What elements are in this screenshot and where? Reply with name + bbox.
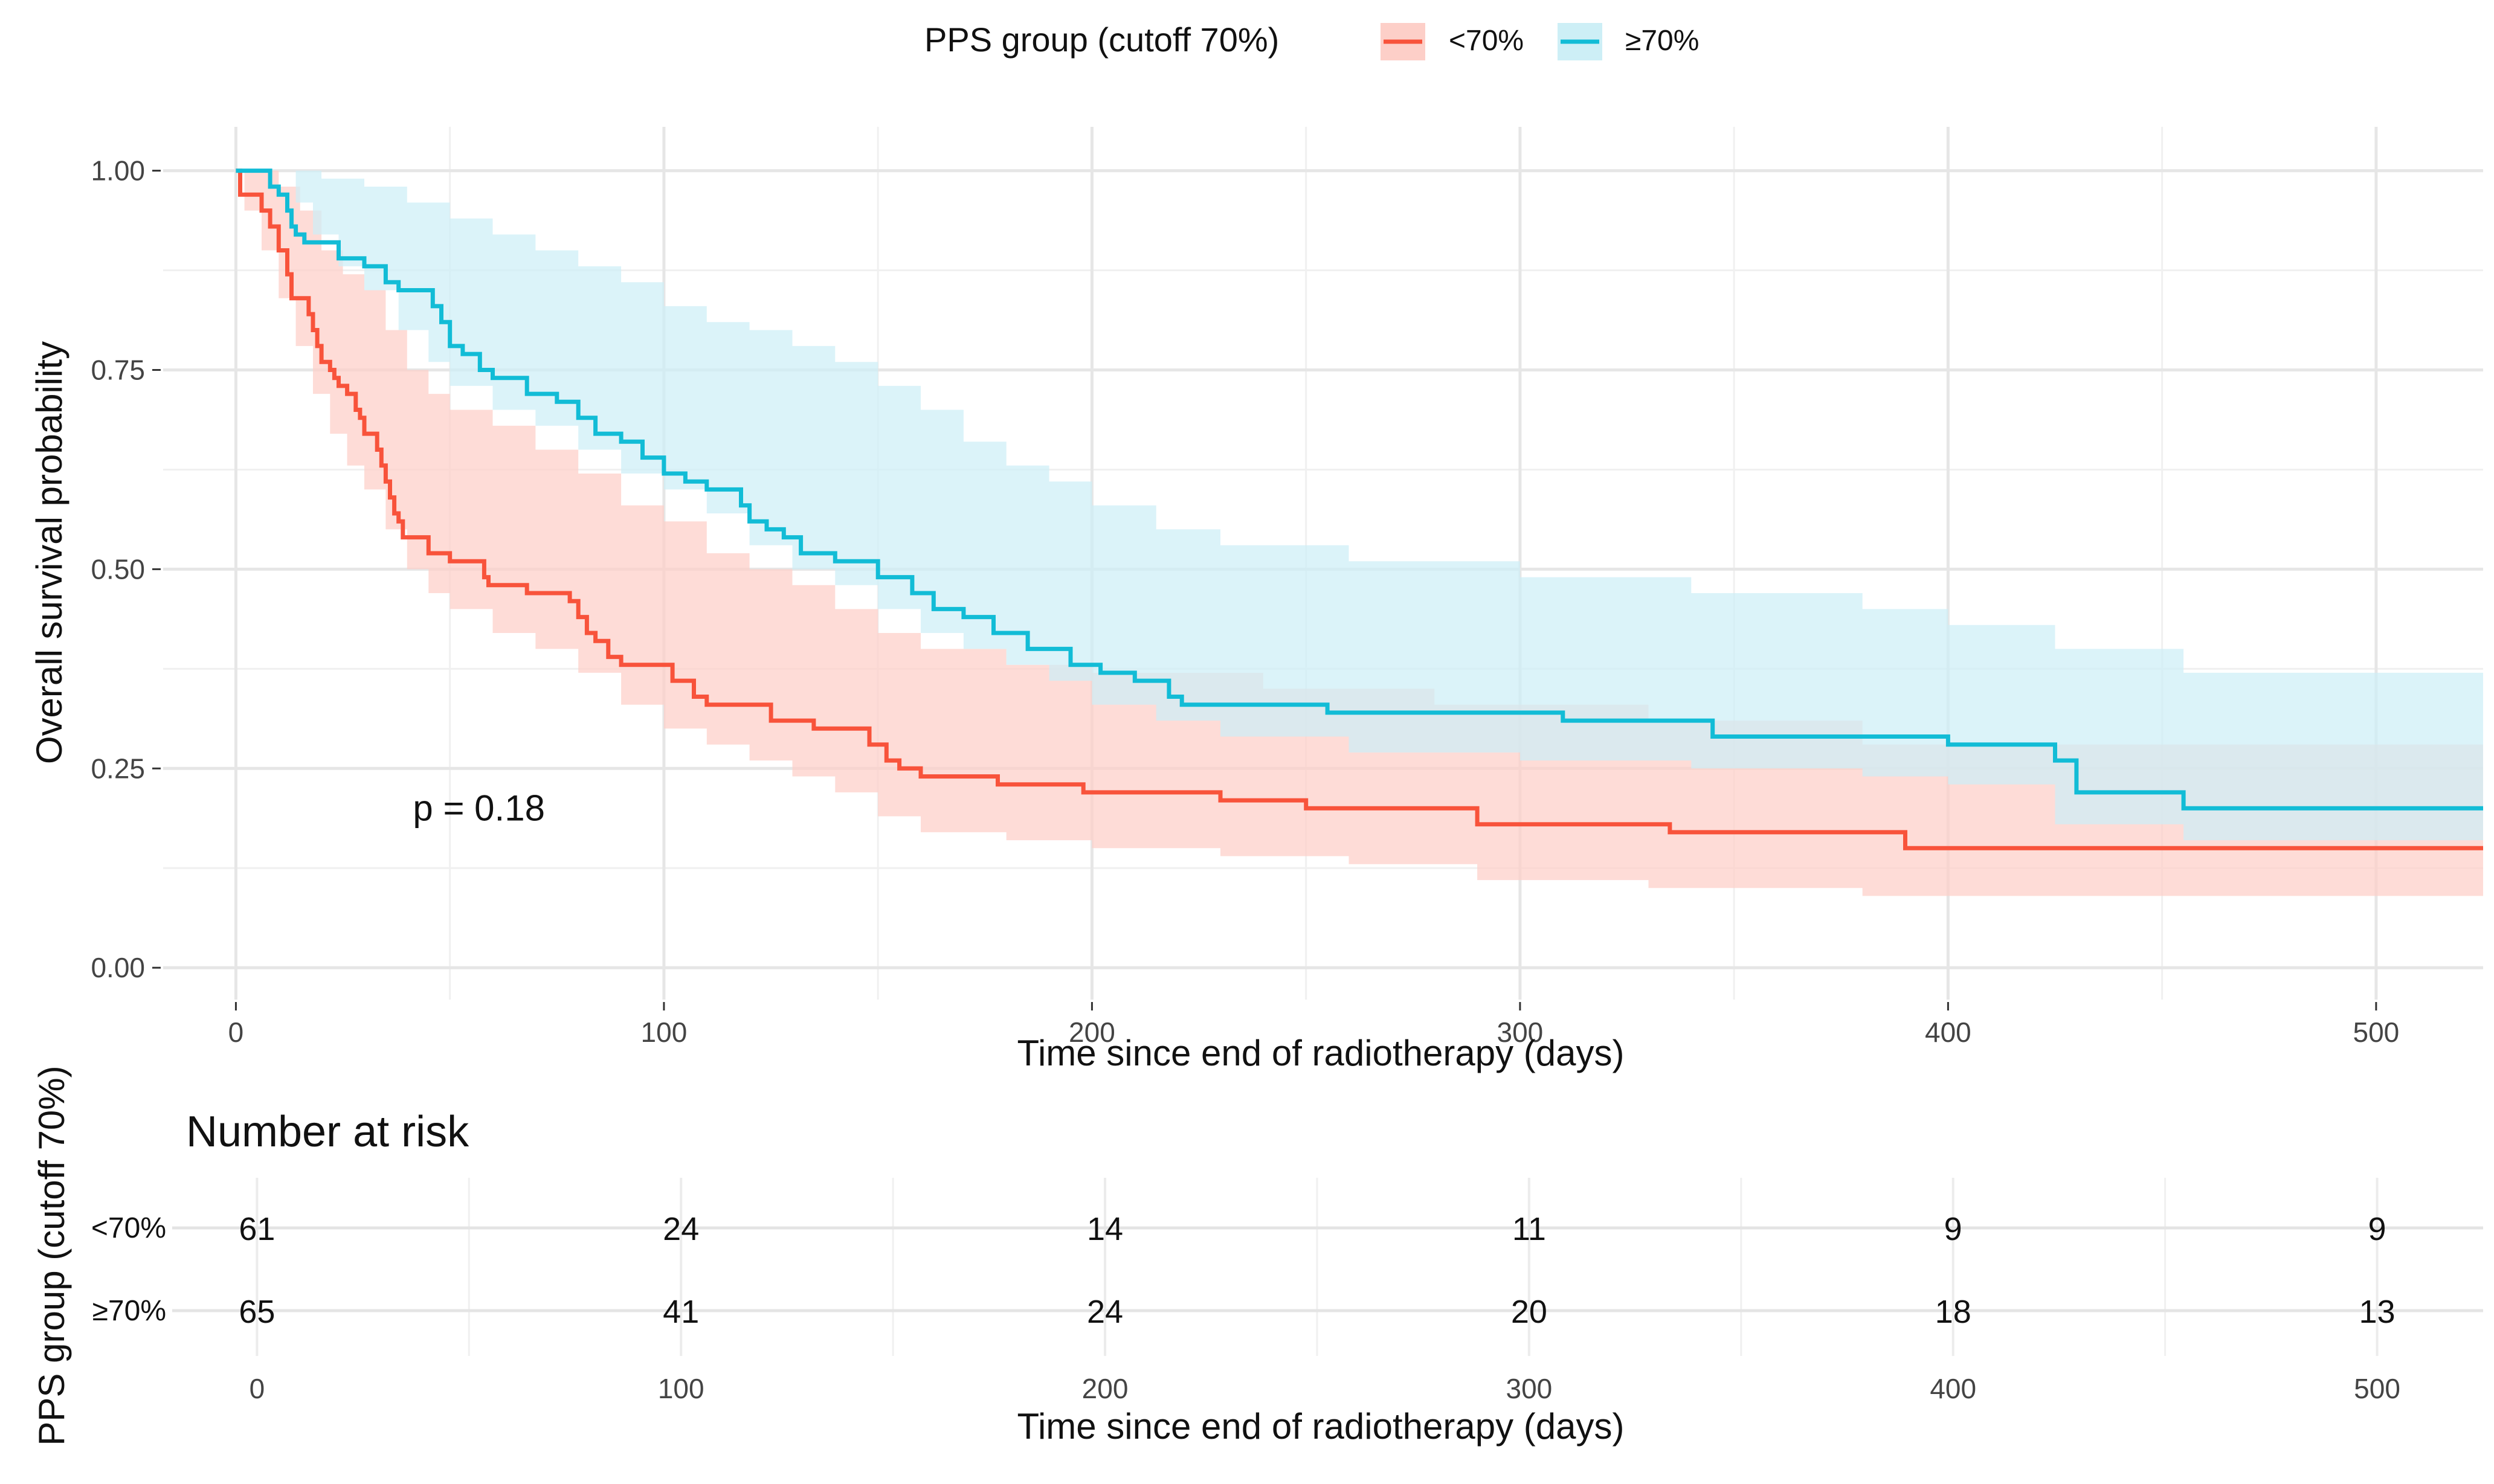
survival-curves (236, 169, 2483, 850)
risk-x-tick-label: 0 (250, 1373, 265, 1404)
risk-x-tick-label: 200 (1082, 1373, 1129, 1404)
risk-count: 41 (663, 1294, 699, 1330)
risk-table: Number at risk <70% ≥70% 61 24 14 11 9 9… (31, 1065, 2483, 1447)
risk-count: 13 (2359, 1294, 2396, 1330)
risk-x-tick-label: 400 (1930, 1373, 1976, 1404)
risk-count: 18 (1935, 1294, 1971, 1330)
x-axis-title: Time since end of radiotherapy (days) (1017, 1033, 1625, 1073)
y-axis-ticks: 0.00 0.25 0.50 0.75 1.00 (91, 155, 145, 984)
risk-x-tick-label: 500 (2354, 1373, 2400, 1404)
confidence-band-ge70 (236, 170, 2484, 864)
legend: PPS group (cutoff 70%) <70% ≥70% (924, 21, 1699, 60)
risk-count: 9 (2368, 1211, 2386, 1247)
survival-line-lt70 (236, 169, 2483, 850)
y-axis-title: Overall survival probability (29, 341, 69, 764)
risk-count: 11 (1512, 1211, 1546, 1247)
risk-row-label-lt70: <70% (91, 1212, 166, 1244)
x-tick-label: 500 (2353, 1017, 2400, 1048)
legend-label-lt70: <70% (1449, 25, 1524, 57)
risk-count: 61 (239, 1211, 275, 1247)
risk-x-tick-label: 100 (658, 1373, 704, 1404)
risk-table-title: Number at risk (186, 1108, 469, 1156)
x-tick-label: 400 (1925, 1017, 1971, 1048)
risk-count: 24 (1087, 1294, 1123, 1330)
x-axis-ticks: 0 100 200 300 400 500 (228, 1017, 2400, 1048)
survival-line-ge70 (236, 169, 2483, 811)
x-tick-label: 200 (1069, 1017, 1115, 1048)
legend-label-ge70: ≥70% (1625, 25, 1699, 57)
p-value-annotation: p = 0.18 (413, 788, 545, 828)
y-tick-label: 0.75 (91, 354, 145, 385)
risk-row-labels: <70% ≥70% (91, 1212, 166, 1327)
risk-y-axis-title: PPS group (cutoff 70%) (31, 1065, 72, 1445)
risk-count: 20 (1511, 1294, 1547, 1330)
legend-title: PPS group (cutoff 70%) (924, 21, 1279, 59)
risk-x-axis-ticks: 0 100 200 300 400 500 (250, 1373, 2400, 1404)
x-tick-label: 0 (228, 1017, 244, 1048)
survival-plot: 0.00 0.25 0.50 0.75 1.00 0 100 200 300 4… (29, 127, 2484, 1073)
risk-count: 24 (663, 1211, 699, 1247)
risk-count: 65 (239, 1294, 275, 1330)
risk-x-axis-title: Time since end of radiotherapy (days) (1017, 1406, 1625, 1447)
risk-x-tick-label: 300 (1506, 1373, 1552, 1404)
y-tick-label: 1.00 (91, 155, 145, 187)
y-tick-label: 0.25 (91, 753, 145, 784)
risk-row-ge70: 65 41 24 20 18 13 (239, 1294, 2395, 1330)
risk-row-lt70: 61 24 14 11 9 9 (239, 1211, 2386, 1247)
x-tick-label: 100 (641, 1017, 688, 1048)
y-tick-label: 0.50 (91, 553, 145, 585)
risk-count: 9 (1944, 1211, 1962, 1247)
risk-row-label-ge70: ≥70% (92, 1295, 166, 1327)
risk-table-gridlines (172, 1178, 2483, 1356)
x-tick-label: 300 (1497, 1017, 1544, 1048)
risk-count: 14 (1087, 1211, 1123, 1247)
y-tick-label: 0.00 (91, 952, 145, 983)
